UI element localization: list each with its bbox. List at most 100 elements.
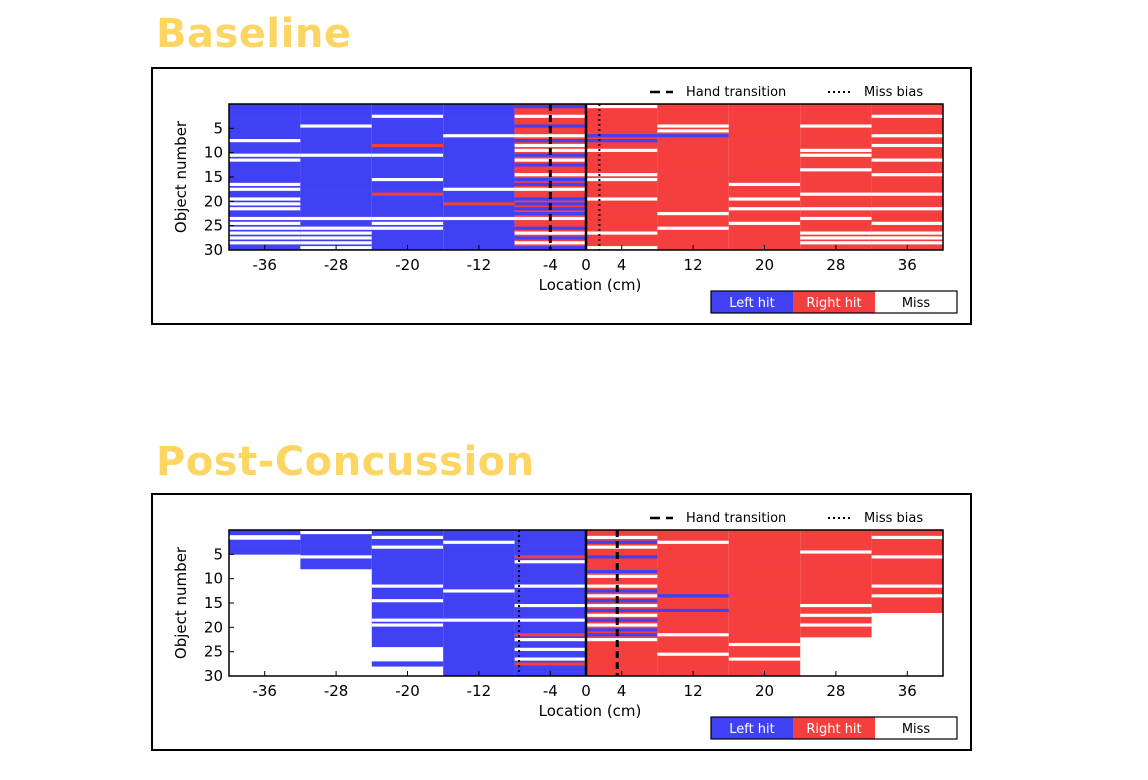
miss-cell: [371, 153, 444, 157]
hit-cell: [586, 641, 658, 648]
opposite-hit-cell: [514, 197, 586, 201]
miss-cell: [800, 192, 872, 196]
hit-cell: [300, 177, 372, 183]
hit-cell: [586, 118, 658, 124]
miss-cell: [514, 618, 586, 622]
miss-cell: [514, 638, 586, 642]
x-tick-label: -28: [324, 682, 349, 700]
hit-cell: [871, 181, 943, 188]
column-7: [728, 530, 801, 677]
hit-cell: [586, 666, 658, 672]
column-8: [800, 530, 872, 638]
hit-cell: [514, 108, 586, 115]
opposite-hit-cell: [514, 662, 586, 666]
hit-cell: [800, 554, 872, 560]
hit-cell: [300, 206, 372, 212]
miss-cell: [371, 535, 444, 540]
hit-cell: [657, 666, 729, 672]
hit-cell: [800, 530, 872, 536]
miss-cell: [586, 603, 658, 608]
hit-cell: [728, 118, 801, 124]
miss-bias-legend-label: Miss bias: [864, 85, 923, 100]
miss-cell: [800, 241, 872, 245]
y-tick-label: 10: [204, 570, 223, 588]
column-7: [728, 104, 801, 251]
hit-cell: [657, 142, 729, 149]
hit-cell: [443, 573, 515, 579]
miss-cell: [871, 231, 943, 235]
hit-cell: [871, 549, 943, 555]
hit-cell: [728, 215, 801, 222]
hit-cell: [371, 632, 444, 638]
hit-cell: [728, 666, 801, 672]
opposite-hit-cell: [514, 153, 586, 157]
column-5: [586, 104, 658, 251]
hit-cell: [443, 612, 515, 618]
miss-cell: [586, 594, 658, 598]
hit-cell: [514, 549, 586, 555]
hit-cell: [586, 128, 658, 134]
hit-cell: [443, 206, 515, 212]
hit-cell: [657, 181, 729, 188]
hit-cell: [443, 240, 515, 246]
hit-cell: [229, 530, 301, 536]
hit-cell: [586, 656, 658, 662]
hit-cell: [443, 235, 515, 241]
post-concussion-title: Post-Concussion: [156, 439, 535, 485]
miss-cell: [871, 594, 943, 598]
miss-cell: [871, 535, 943, 540]
hit-cell: [800, 108, 872, 115]
hit-cell: [443, 230, 515, 236]
hit-cell: [728, 646, 801, 652]
hit-cell: [443, 142, 515, 149]
hit-cell: [371, 201, 444, 207]
hit-cell: [514, 651, 586, 657]
column-1: [300, 530, 372, 570]
hit-cell: [229, 177, 301, 183]
hit-cell: [871, 104, 943, 110]
y-tick-label: 30: [204, 241, 223, 259]
hit-cell: [800, 138, 872, 144]
hit-cell: [800, 201, 872, 207]
hit-cell: [871, 544, 943, 550]
hit-cell: [586, 530, 658, 536]
miss-cell: [229, 236, 301, 240]
x-tick-label: -20: [395, 256, 420, 274]
x-tick-label: 12: [684, 256, 703, 274]
hit-cell: [728, 147, 801, 153]
hit-cell: [586, 191, 658, 197]
column-2: [371, 104, 444, 251]
hit-cell: [800, 133, 872, 139]
miss-cell: [657, 212, 729, 216]
hit-cell: [728, 554, 801, 560]
miss-legend-label: Miss: [902, 722, 931, 737]
hit-cell: [586, 564, 658, 570]
hit-cell: [371, 240, 444, 246]
hit-cell: [514, 220, 586, 226]
hit-cell: [300, 564, 372, 570]
hit-cell: [728, 622, 801, 628]
hit-cell: [229, 191, 301, 197]
hit-cell: [871, 568, 943, 575]
hit-cell: [657, 113, 729, 119]
hit-cell: [871, 211, 943, 217]
hit-cell: [657, 191, 729, 197]
hit-cell: [657, 240, 729, 246]
miss-cell: [871, 134, 943, 138]
hit-cell: [728, 627, 801, 633]
y-tick-label: 5: [213, 119, 223, 137]
hand-transition-legend-label: Hand transition: [686, 85, 786, 100]
opposite-hit-cell: [586, 633, 658, 637]
hit-cell: [728, 559, 801, 565]
hit-cell: [371, 612, 444, 618]
hit-cell: [728, 651, 801, 657]
hit-cell: [443, 177, 515, 183]
miss-cell: [371, 177, 444, 182]
miss-cell: [728, 207, 801, 211]
hit-cell: [800, 118, 872, 124]
hit-cell: [657, 108, 729, 115]
hit-cell: [371, 230, 444, 236]
miss-cell: [300, 555, 372, 559]
hit-cell: [800, 544, 872, 550]
hit-cell: [657, 118, 729, 124]
